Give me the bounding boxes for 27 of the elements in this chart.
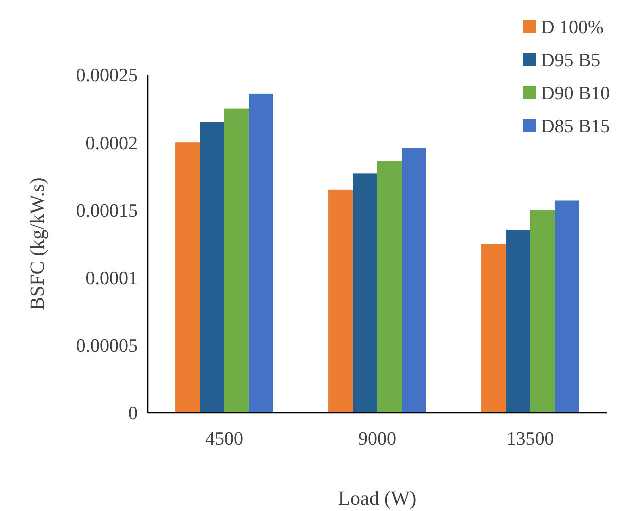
bar bbox=[200, 122, 224, 413]
legend-label: D95 B5 bbox=[541, 50, 601, 72]
bar bbox=[176, 142, 200, 413]
bar bbox=[328, 190, 354, 413]
y-tick-label: 0.00025 bbox=[76, 66, 138, 87]
x-tick-label: 4500 bbox=[206, 429, 244, 450]
bar bbox=[224, 108, 249, 413]
bar bbox=[554, 200, 580, 413]
x-tick-label: 13500 bbox=[506, 429, 554, 450]
y-tick-label: 0.0001 bbox=[86, 268, 138, 290]
bar bbox=[482, 244, 506, 413]
bar bbox=[248, 94, 274, 413]
y-tick-label: 0.00005 bbox=[76, 336, 138, 358]
bar bbox=[353, 174, 378, 413]
y-axis-title: BSFC (kg/kW.s) bbox=[27, 178, 49, 310]
y-tick-label: 0 bbox=[128, 404, 138, 425]
y-tick-label: 0.0002 bbox=[86, 133, 138, 154]
x-axis-title: Load (W) bbox=[338, 488, 417, 510]
bar bbox=[378, 162, 402, 413]
y-tick-label: 0.00015 bbox=[76, 200, 138, 222]
legend-label: D90 B10 bbox=[541, 84, 610, 105]
legend-label: D85 B15 bbox=[541, 116, 610, 138]
bar bbox=[402, 148, 426, 413]
bar bbox=[530, 210, 555, 413]
x-tick-label: 9000 bbox=[358, 429, 396, 450]
legend-label: D 100% bbox=[541, 18, 604, 39]
bar bbox=[506, 230, 530, 413]
